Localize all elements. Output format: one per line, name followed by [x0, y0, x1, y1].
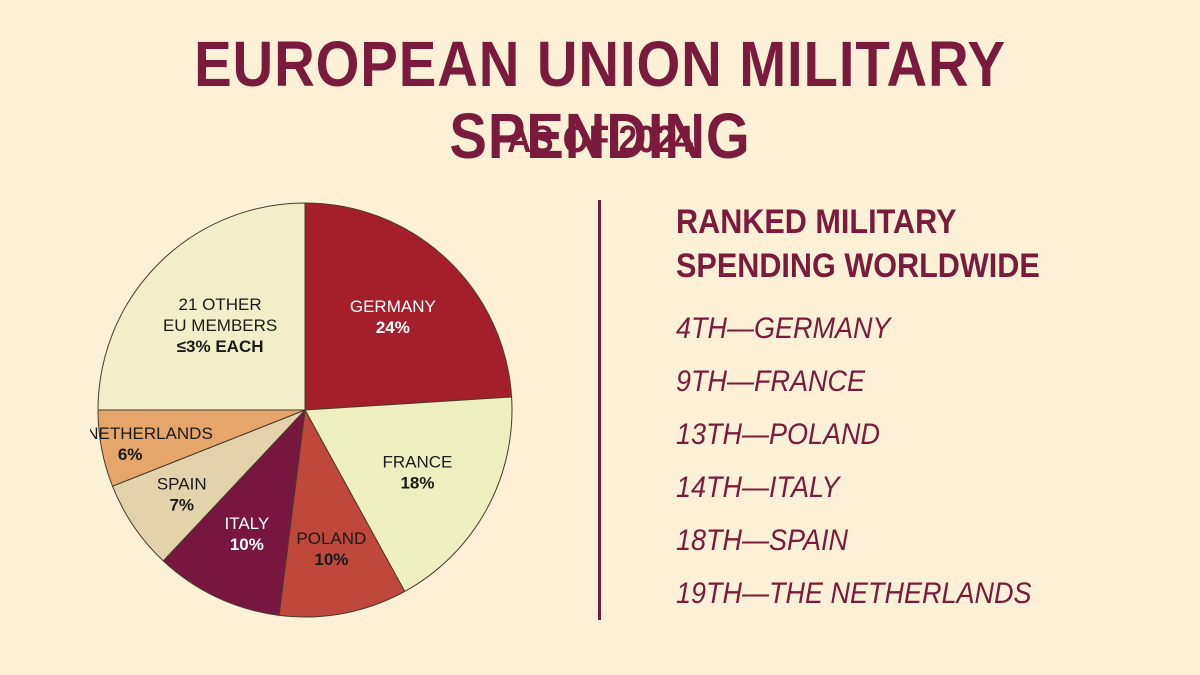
pie-slice-21-other-eu-members [97, 202, 306, 411]
slice-value-label: 24% [376, 318, 410, 337]
slice-label: POLAND [296, 529, 366, 548]
pie-slice-france [304, 396, 513, 593]
vertical-divider [598, 200, 601, 620]
slice-label: THE NETHERLANDS [90, 424, 213, 443]
slice-value-label: 10% [230, 535, 264, 554]
ranked-heading-line2: SPENDING WORLDWIDE [676, 247, 1040, 285]
slice-label: SPAIN [157, 474, 207, 493]
slice-label: ITALY [224, 514, 269, 533]
slice-label: FRANCE [383, 452, 453, 471]
slice-label: GERMANY [350, 297, 436, 316]
rank-item: 18TH—SPAIN [676, 524, 849, 557]
slice-label: 21 OTHER [179, 295, 262, 314]
chart-subtitle: AS OF 2024 [507, 119, 693, 161]
rank-item: 14TH—ITALY [676, 471, 840, 504]
slice-value-label: 6% [118, 445, 143, 464]
pie-slice-germany [304, 202, 513, 411]
rank-item: 9TH—FRANCE [676, 365, 866, 398]
pie-slice-italy [162, 408, 306, 616]
slice-value-label: 7% [169, 495, 194, 514]
pie-slice-poland [278, 408, 406, 618]
chart-title: EUROPEAN UNION MILITARY SPENDING [194, 28, 1006, 172]
pie-chart: GERMANY 24% FRANCE 18% POLAND 10% ITALY 10% SPAI… [90, 202, 513, 618]
slice-label: EU MEMBERS [163, 316, 277, 335]
ranked-heading-line1: RANKED MILITARY [676, 203, 957, 241]
rank-item: 4TH—GERMANY [676, 312, 891, 345]
slice-value-label: 10% [314, 550, 348, 569]
rank-item: 13TH—POLAND [676, 418, 881, 451]
slice-value-label: ≤3% EACH [177, 337, 264, 356]
slice-value-label: 18% [400, 473, 434, 492]
rank-list: 4TH—GERMANY 9TH—FRANCE 13TH—POLAND 14TH—… [676, 302, 1176, 620]
rank-item: 19TH—THE NETHERLANDS [676, 577, 1032, 610]
ranked-spending-panel: RANKED MILITARY SPENDING WORLDWIDE 4TH—G… [676, 200, 1176, 620]
